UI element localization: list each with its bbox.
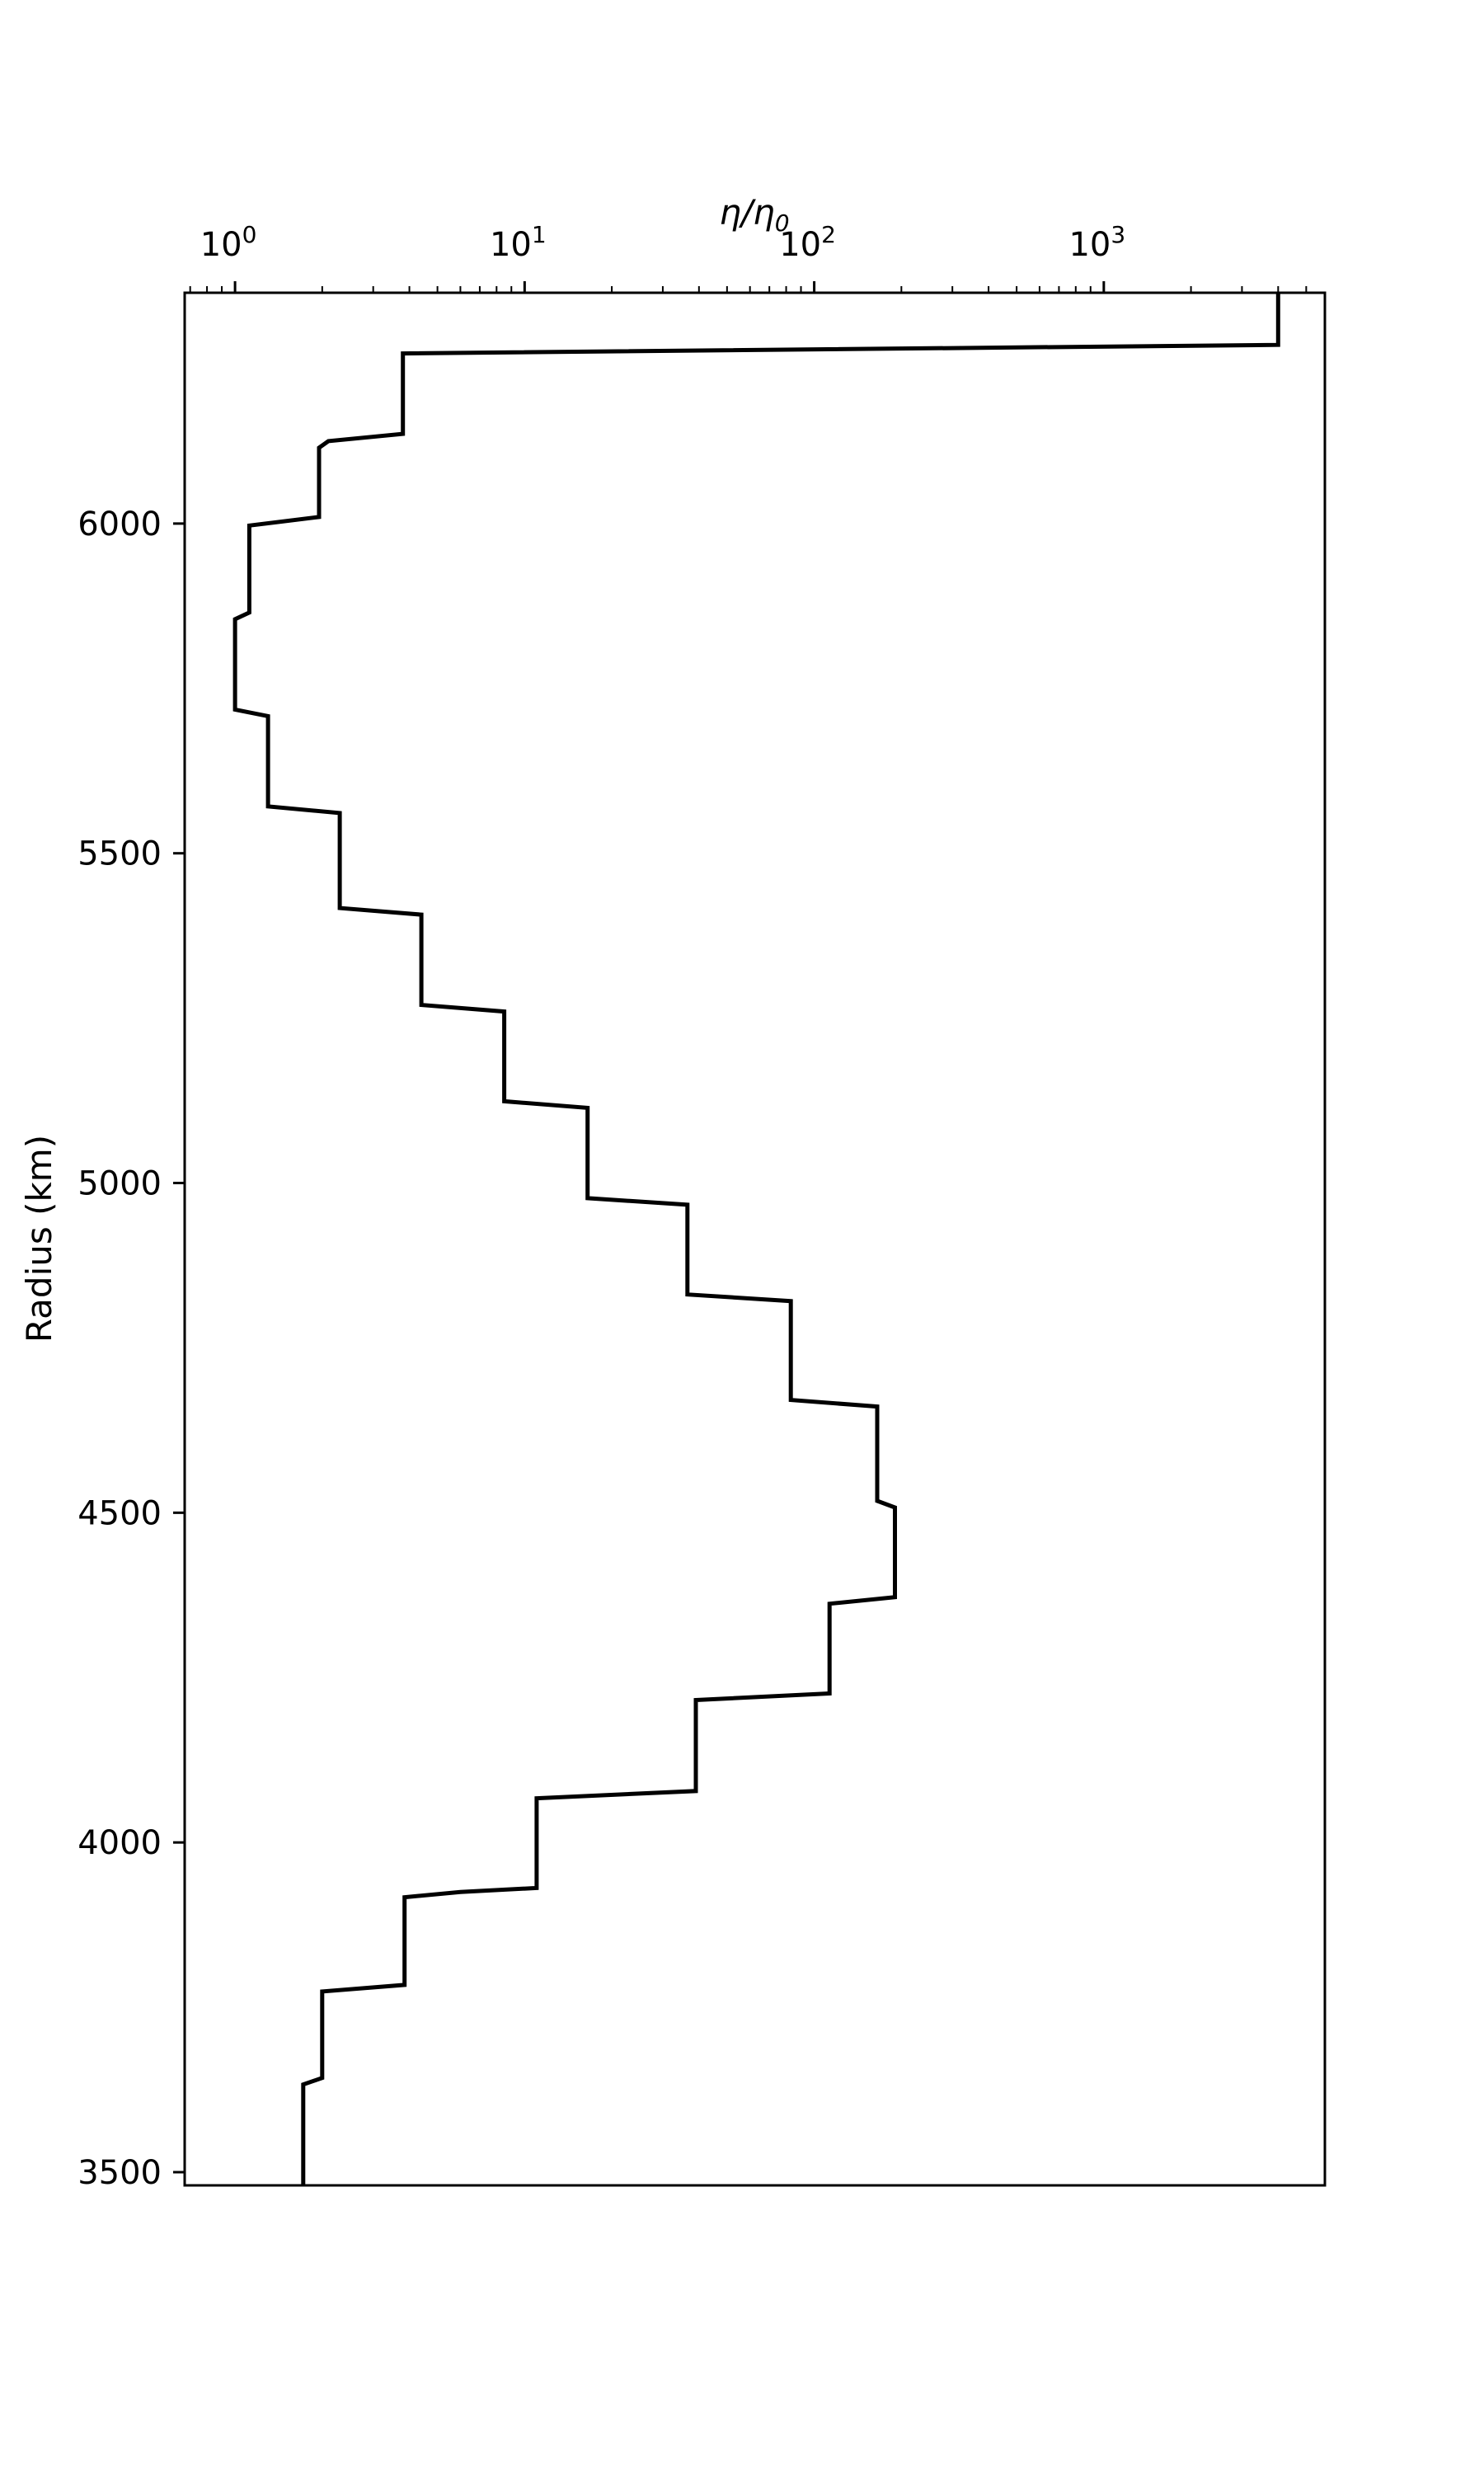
y-tick-label-0: 3500: [77, 2154, 162, 2192]
series-line-0: [232, 293, 1280, 2185]
y-tick-label-5: 6000: [77, 506, 162, 543]
y-axis-title: Radius (km): [19, 1135, 59, 1343]
x-axis-title-subscript: 0: [775, 209, 790, 237]
y-tick-label-2: 4500: [77, 1494, 162, 1532]
y-tick-label-1: 4000: [77, 1824, 162, 1862]
y-tick-label-3: 5000: [77, 1165, 162, 1203]
x-axis-title: η/η0: [719, 192, 789, 237]
y-tick-label-4: 5500: [77, 835, 162, 873]
plot-area: [232, 293, 1280, 2185]
x-tick-label-2: 102: [779, 221, 836, 264]
axes-frame: [183, 291, 1327, 2187]
x-tick-label-0: 100: [200, 221, 257, 264]
axis-ticks: 100 101 102 103 3500 4000 4500 5000 5500 6000: [77, 221, 1308, 2192]
x-axis-title-main: η/η: [719, 192, 774, 233]
x-tick-label-3: 103: [1068, 221, 1125, 264]
x-tick-label-1: 101: [490, 221, 547, 264]
